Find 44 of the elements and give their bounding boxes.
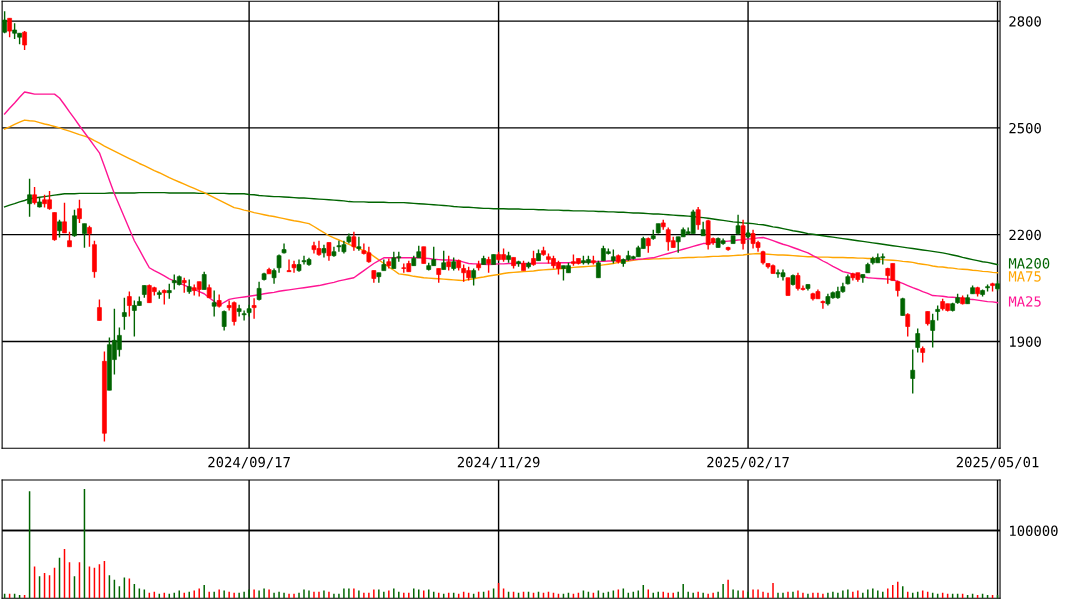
- candlestick: [690, 209, 696, 235]
- candlestick: [211, 289, 217, 318]
- candlestick: [221, 309, 227, 332]
- x-tick-label: 2025/05/01: [956, 456, 1039, 469]
- candlestick: [251, 297, 257, 320]
- y-tick-label: 2200: [1009, 229, 1041, 241]
- candlestick: [77, 199, 82, 224]
- candlestick: [97, 298, 102, 322]
- x-tick-label: 2025/02/17: [707, 456, 789, 469]
- candlestick: [122, 296, 127, 331]
- candlestick: [72, 209, 77, 238]
- line-series: [3, 91, 999, 307]
- candlestick: [915, 327, 921, 354]
- candlestick: [695, 206, 701, 231]
- line-series: [3, 119, 999, 282]
- candlestick: [705, 219, 711, 251]
- candlestick: [441, 249, 447, 271]
- x-tick-label: 2024/11/29: [457, 456, 540, 469]
- line-series: [3, 191, 999, 266]
- candlestick: [7, 17, 12, 38]
- candlestick: [127, 290, 132, 318]
- y-tick-label: 1900: [1010, 336, 1041, 347]
- series-label: MA75: [1008, 271, 1041, 282]
- series-label: MA200: [1008, 258, 1050, 269]
- y-tick-label: 2500: [1009, 122, 1041, 134]
- candlestick: [87, 225, 92, 248]
- candlestick: [256, 280, 262, 302]
- x-tick-label: 2024/09/17: [208, 456, 290, 469]
- candlestick: [356, 236, 362, 252]
- candlestick: [740, 219, 746, 251]
- candlestick: [905, 312, 911, 338]
- candlestick: [910, 348, 916, 395]
- candlestick: [351, 231, 357, 252]
- candlestick: [930, 312, 936, 349]
- candlestick: [820, 299, 826, 310]
- candlestick: [22, 30, 27, 51]
- y-tick-label: 2800: [1009, 16, 1041, 27]
- candlestick: [286, 258, 292, 273]
- candlestick: [860, 273, 866, 284]
- candlestick: [82, 222, 87, 249]
- text: 100000: [1010, 525, 1058, 537]
- candlestick: [326, 241, 332, 262]
- series-label: MA25: [1008, 296, 1041, 307]
- candlestick: [62, 201, 67, 234]
